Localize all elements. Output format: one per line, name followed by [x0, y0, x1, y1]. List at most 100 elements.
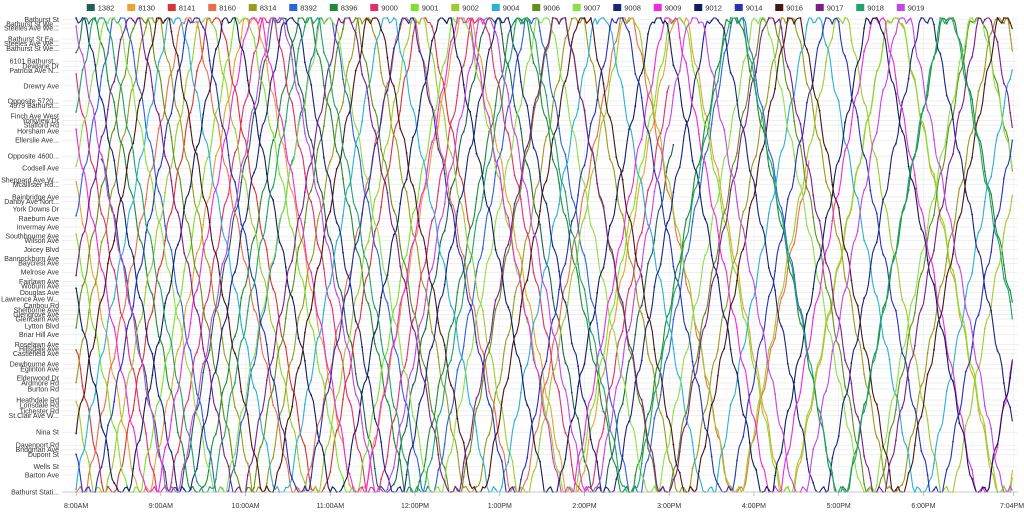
stop-event-point-8392: [380, 273, 382, 276]
stop-event-point-9012: [107, 449, 109, 451]
stop-event-point-9007: [539, 21, 541, 24]
stop-event-point-9016: [615, 156, 618, 159]
legend-item-9017[interactable]: 9017: [815, 4, 844, 13]
legend-item-9002[interactable]: 9002: [451, 4, 479, 13]
stop-event-point-9008: [983, 287, 986, 289]
legend-item-9006[interactable]: 9006: [532, 4, 560, 13]
legend-item-9001[interactable]: 9001: [410, 4, 439, 13]
stop-label-4979-bathurst: 4979 Bathurst...: [10, 103, 59, 110]
stop-event-point-9019: [208, 332, 211, 335]
stop-event-point-9007: [234, 452, 236, 455]
legend-item-8396[interactable]: 8396: [329, 4, 358, 13]
stop-event-point-9016: [583, 17, 586, 19]
stop-event-point-8396: [215, 433, 217, 435]
stop-event-point-9012: [316, 432, 319, 435]
stop-event-point-9009: [259, 17, 262, 19]
stop-event-point-9004: [246, 346, 249, 349]
stop-event-point-8392: [723, 52, 726, 55]
legend-item-9018[interactable]: 9018: [856, 4, 884, 13]
stop-event-point-9014: [831, 22, 834, 25]
stop-event-point-9007: [583, 182, 586, 185]
stop-event-point-9018: [564, 191, 567, 193]
legend-item-9009[interactable]: 9009: [653, 4, 682, 13]
legend-item-9007[interactable]: 9007: [572, 4, 601, 13]
stop-event-point-8314: [990, 32, 993, 35]
legend-item-9016[interactable]: 9016: [775, 4, 803, 13]
stop-event-point-8141: [373, 230, 376, 233]
stop-event-point-8160: [806, 176, 808, 179]
stop-event-point-8314: [310, 259, 313, 262]
stop-event-point-9002: [767, 349, 770, 351]
stop-event-point-9007: [291, 162, 294, 165]
stop-event-point-9008: [373, 417, 376, 420]
stop-event-point-8396: [100, 43, 103, 45]
legend-label-8141: 8141: [179, 4, 196, 13]
stop-event-point-9012: [996, 443, 999, 446]
stop-event-point-9008: [678, 166, 681, 168]
stop-event-point-9002: [87, 460, 90, 463]
stop-event-point-9002: [507, 449, 510, 451]
legend-item-8130[interactable]: 8130: [127, 4, 155, 13]
stop-event-point-9017: [850, 382, 853, 385]
legend-label-9017: 9017: [827, 4, 844, 13]
stop-event-point-9007: [501, 199, 503, 202]
stop-event-point-9002: [723, 471, 726, 474]
stop-event-point-9006: [100, 185, 103, 187]
stop-event-point-8160: [793, 242, 796, 245]
legend-item-8392[interactable]: 8392: [289, 4, 317, 13]
stop-label-briar-hill-ave: Briar Hill Ave: [19, 332, 59, 339]
legend-item-8141[interactable]: 8141: [167, 4, 196, 13]
stop-event-point-1382: [621, 403, 624, 405]
stop-event-point-8314: [723, 309, 726, 312]
stop-event-point-9018: [361, 244, 363, 246]
legend-item-8314[interactable]: 8314: [248, 4, 277, 13]
stop-event-point-9019: [126, 292, 128, 294]
stop-event-point-9014: [609, 26, 611, 28]
stop-event-point-9004: [875, 295, 878, 298]
stop-event-point-9004: [418, 146, 421, 149]
legend-item-1382[interactable]: 1382: [86, 4, 115, 13]
stop-event-point-9002: [392, 101, 395, 103]
stop-event-point-8314: [837, 237, 840, 240]
stop-event-point-8396: [564, 214, 567, 217]
stop-event-point-9018: [596, 357, 599, 360]
stop-event-point-9004: [837, 100, 840, 102]
stop-event-point-1382: [329, 238, 332, 241]
stop-event-point-9001: [920, 119, 923, 122]
stop-event-point-9014: [87, 486, 90, 489]
stop-event-point-9017: [386, 192, 389, 194]
stop-event-point-9009: [653, 67, 656, 70]
stop-event-point-9008: [469, 147, 471, 150]
stop-event-point-9014: [786, 198, 789, 200]
stop-event-point-1382: [462, 131, 465, 133]
stop-event-point-9019: [914, 42, 916, 45]
stop-event-point-9002: [462, 213, 465, 216]
legend-item-9014[interactable]: 9014: [734, 4, 763, 13]
stop-event-point-8314: [291, 358, 294, 361]
stop-event-point-9006: [806, 187, 808, 190]
legend-item-9019[interactable]: 9019: [896, 4, 925, 13]
stop-event-point-9008: [589, 438, 592, 441]
stop-event-point-9014: [119, 367, 122, 370]
legend-item-8160[interactable]: 8160: [208, 4, 236, 13]
legend-item-9008[interactable]: 9008: [613, 4, 641, 13]
stop-event-point-9014: [875, 212, 878, 215]
stop-event-point-9007: [653, 485, 656, 488]
stop-event-point-9018: [869, 370, 872, 373]
stop-event-point-9017: [583, 109, 586, 112]
stop-event-point-9002: [837, 17, 840, 19]
stop-event-point-9018: [774, 187, 776, 190]
stop-event-point-9014: [748, 393, 751, 396]
legend-item-9012[interactable]: 9012: [694, 4, 722, 13]
legend-item-9000[interactable]: 9000: [370, 4, 398, 13]
stop-event-point-9004: [94, 393, 97, 396]
stop-label-opposite-5720: Opposite 5720...: [8, 98, 59, 105]
trip-line-9018: [75, 17, 1013, 493]
stop-event-point-9017: [157, 113, 160, 116]
legend-item-9004[interactable]: 9004: [491, 4, 520, 13]
stop-event-point-9017: [704, 325, 707, 328]
stop-event-point-9014: [316, 442, 319, 445]
stop-event-point-9008: [596, 460, 599, 463]
stop-event-point-9012: [227, 21, 230, 24]
stop-event-point-9014: [799, 140, 802, 143]
